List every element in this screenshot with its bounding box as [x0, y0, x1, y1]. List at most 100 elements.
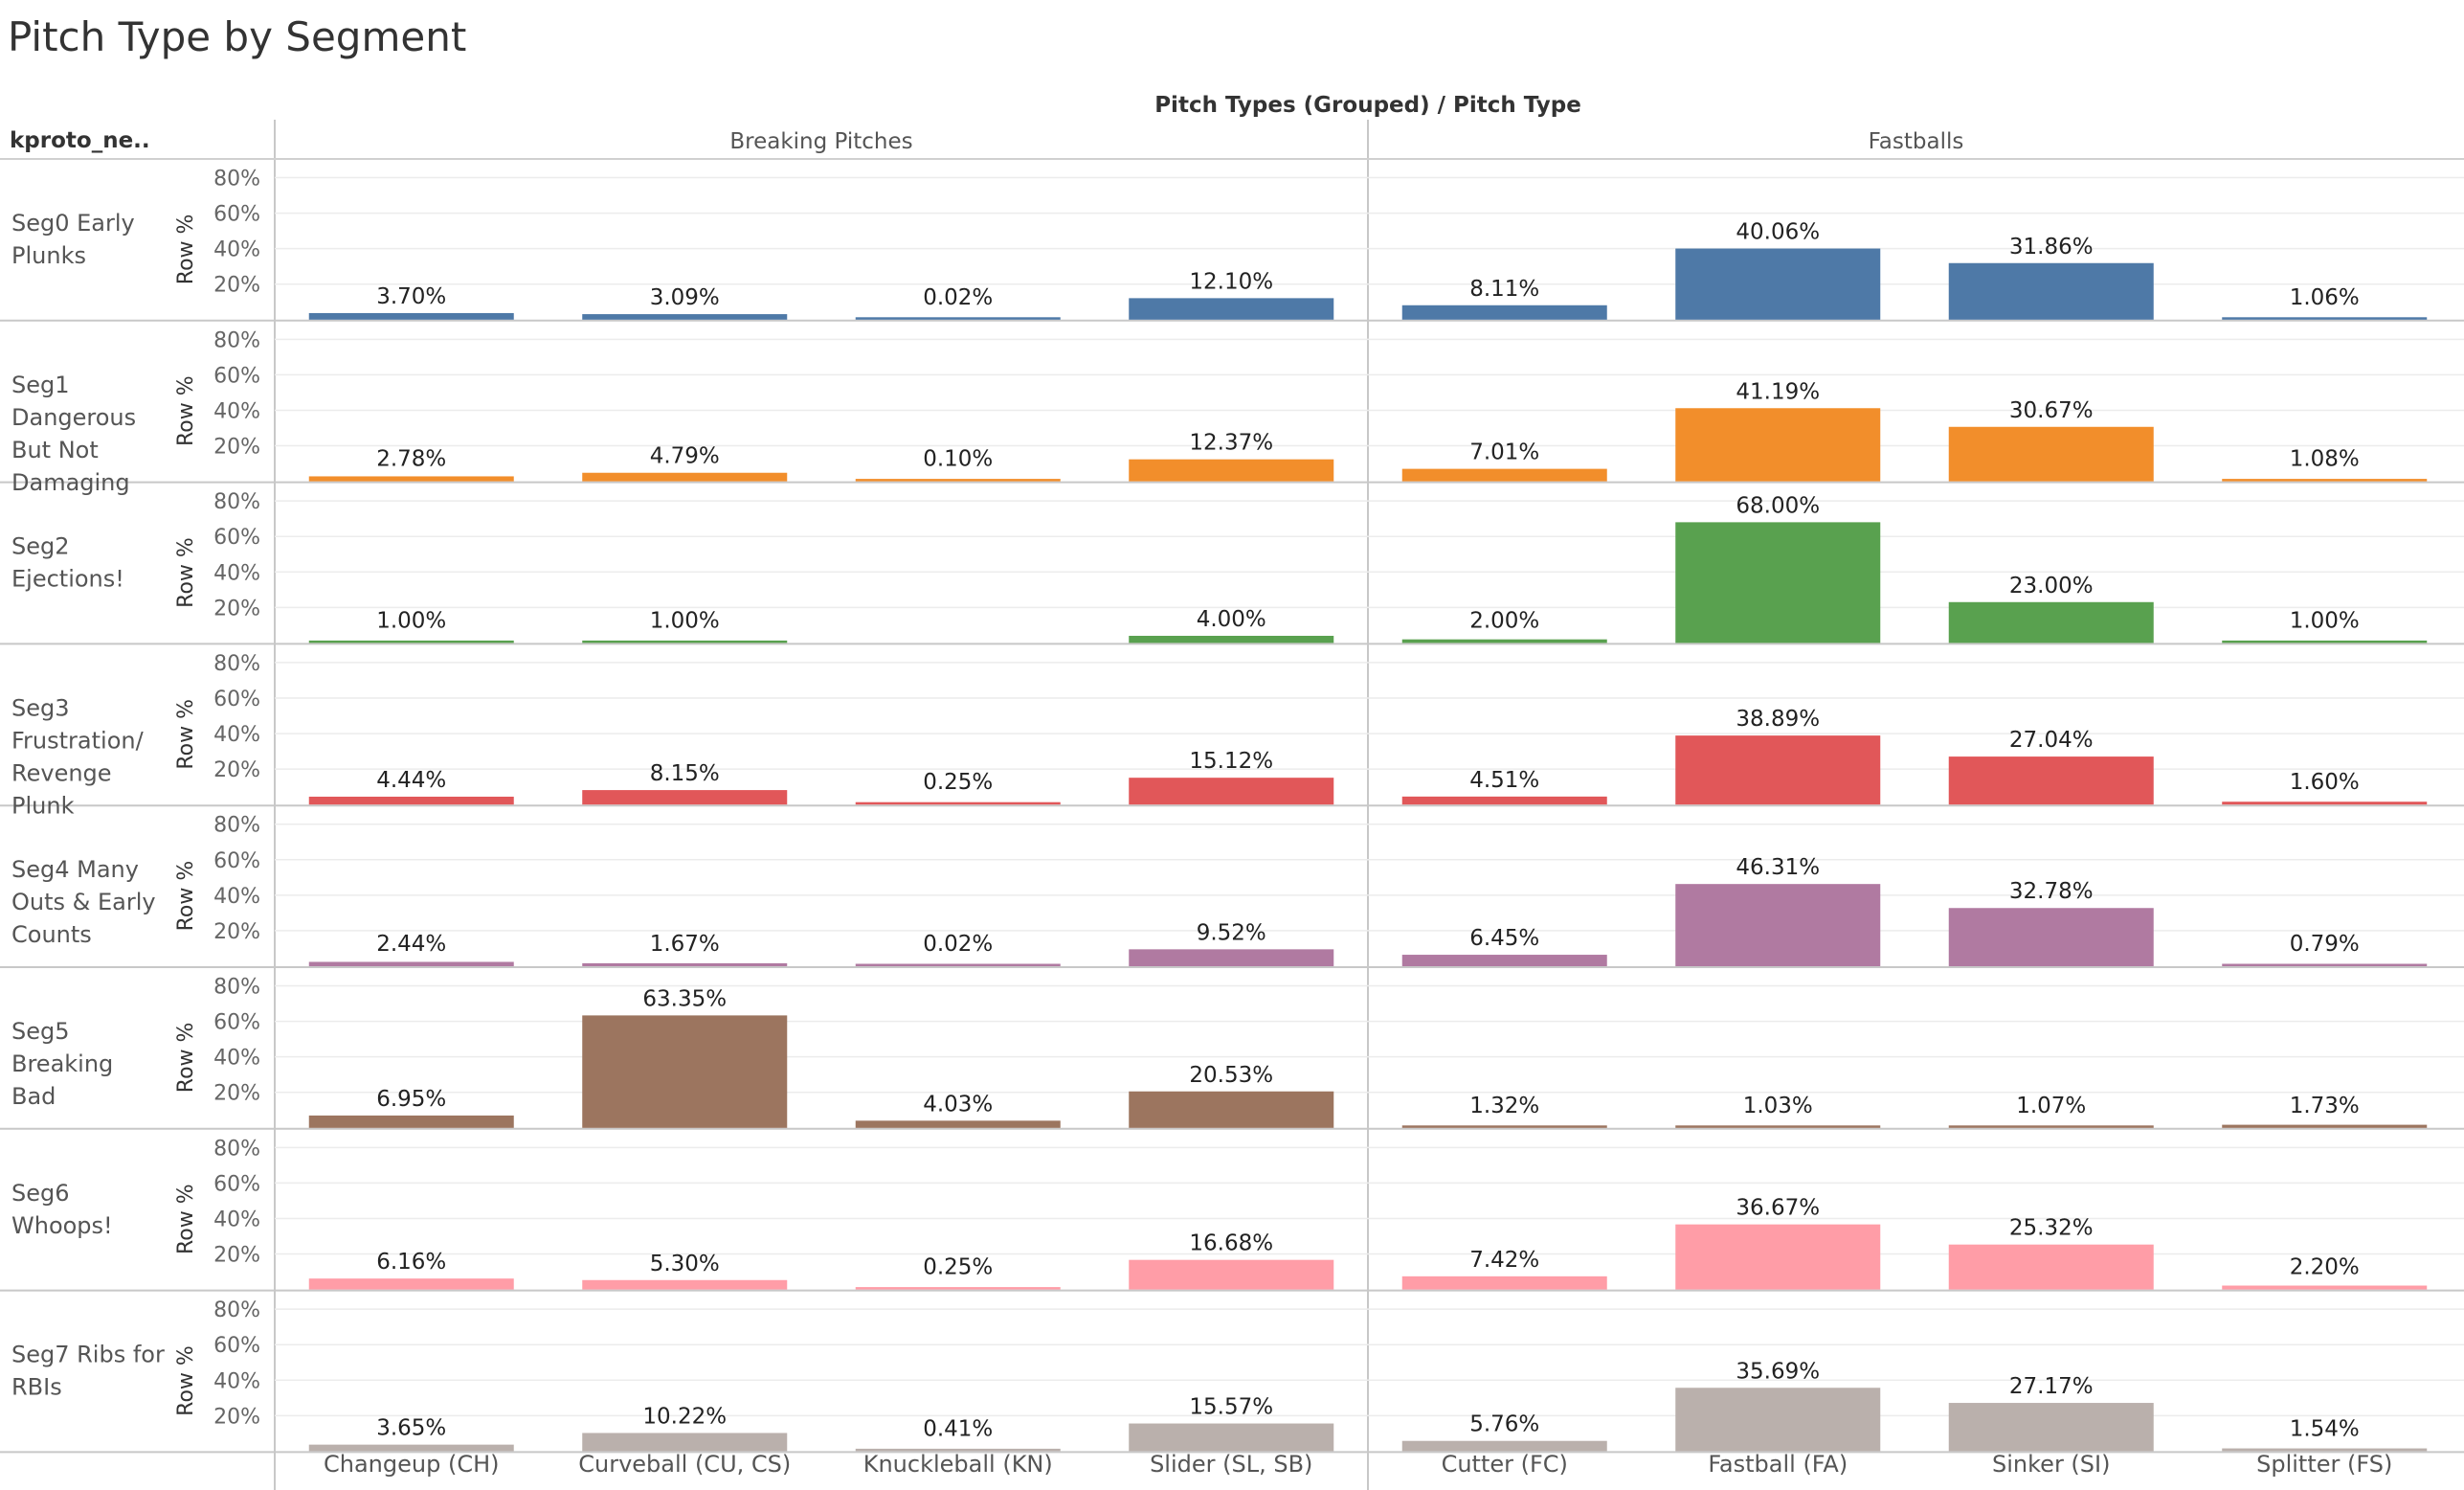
- y-tick-label: 60%: [213, 526, 260, 550]
- data-label: 20.53%: [1189, 1063, 1273, 1088]
- data-label: 4.44%: [376, 768, 446, 793]
- segment-label: But Not: [11, 437, 99, 463]
- x-tick-label: Cutter (FC): [1442, 1451, 1568, 1478]
- data-label: 0.25%: [923, 1255, 993, 1280]
- data-label: 32.78%: [2009, 879, 2094, 904]
- data-label: 6.16%: [376, 1250, 446, 1275]
- segment-label: Seg7 Ribs for: [11, 1342, 165, 1368]
- bar-segment1-col0: [308, 476, 514, 482]
- bar-segment7-col6: [1948, 1403, 2154, 1452]
- y-axis-title: Row %: [174, 375, 198, 446]
- data-label: 0.41%: [923, 1416, 993, 1441]
- bar-segment1-col7: [2222, 479, 2428, 482]
- bar-segment3-col4: [1401, 796, 1607, 805]
- bar-segment1-col2: [855, 479, 1061, 482]
- y-axis-title: Row %: [174, 1184, 198, 1254]
- bar-segment5-col1: [582, 1015, 788, 1128]
- bar-segment4-col1: [582, 962, 788, 966]
- group-header: Fastballs: [1869, 129, 1964, 154]
- y-tick-label: 80%: [213, 328, 260, 352]
- y-tick-label: 40%: [213, 885, 260, 909]
- data-label: 63.35%: [642, 986, 727, 1011]
- bar-segment5-col6: [1948, 1125, 2154, 1128]
- bar-segment2-col5: [1675, 522, 1881, 643]
- data-label: 0.79%: [2290, 932, 2360, 957]
- bar-segment0-col3: [1129, 298, 1334, 320]
- data-label: 40.06%: [1736, 220, 1820, 245]
- bar-segment5-col3: [1129, 1091, 1334, 1128]
- y-tick-label: 40%: [213, 1208, 260, 1231]
- data-label: 16.68%: [1189, 1231, 1273, 1256]
- y-tick-label: 80%: [213, 814, 260, 838]
- data-label: 6.45%: [1469, 926, 1539, 951]
- x-tick-label: Splitter (FS): [2256, 1451, 2392, 1478]
- y-axis-title: Row %: [174, 1345, 198, 1416]
- data-label: 4.51%: [1469, 768, 1539, 793]
- segment-label: Plunk: [11, 792, 75, 819]
- segment-label: Seg3: [11, 694, 70, 721]
- data-label: 46.31%: [1736, 855, 1820, 880]
- segment-label: Plunks: [11, 242, 86, 269]
- data-label: 15.57%: [1189, 1395, 1273, 1420]
- data-label: 4.03%: [923, 1092, 993, 1117]
- data-label: 1.60%: [2290, 770, 2360, 795]
- data-label: 7.42%: [1469, 1248, 1539, 1273]
- segment-label: Outs & Early: [11, 889, 156, 915]
- y-tick-label: 40%: [213, 723, 260, 747]
- data-label: 68.00%: [1736, 493, 1820, 518]
- x-tick-label: Curveball (CU, CS): [578, 1451, 791, 1478]
- y-tick-label: 20%: [213, 920, 260, 944]
- segment-label: Counts: [11, 921, 92, 948]
- data-label: 1.08%: [2290, 447, 2360, 472]
- segment-label: Revenge: [11, 759, 112, 786]
- bar-segment4-col3: [1129, 949, 1334, 966]
- data-label: 8.15%: [650, 761, 720, 786]
- data-label: 23.00%: [2009, 574, 2094, 598]
- segment-label: Breaking: [11, 1050, 113, 1077]
- column-field-label: Pitch Types (Grouped) / Pitch Type: [1154, 93, 1581, 118]
- y-tick-label: 80%: [213, 1137, 260, 1161]
- bar-segment5-col5: [1675, 1125, 1881, 1128]
- segment-label: Whoops!: [11, 1212, 113, 1239]
- bar-segment6-col4: [1401, 1276, 1607, 1290]
- data-label: 2.44%: [376, 932, 446, 957]
- bar-segment6-col3: [1129, 1259, 1334, 1290]
- bar-segment1-col4: [1401, 468, 1607, 482]
- bar-segment3-col1: [582, 790, 788, 805]
- y-tick-label: 80%: [213, 168, 260, 192]
- row-field-label: kproto_ne..: [10, 128, 150, 153]
- bar-segment0-col2: [855, 317, 1061, 320]
- bar-segment7-col1: [582, 1433, 788, 1452]
- bar-segment4-col7: [2222, 963, 2428, 966]
- bar-segment7-col0: [308, 1444, 514, 1452]
- data-label: 1.07%: [2016, 1094, 2086, 1118]
- data-label: 0.02%: [923, 932, 993, 957]
- data-label: 35.69%: [1736, 1359, 1820, 1384]
- y-tick-label: 80%: [213, 976, 260, 1000]
- x-tick-label: Knuckleball (KN): [863, 1451, 1053, 1478]
- segment-label: Dangerous: [11, 404, 136, 431]
- segment-label: Seg2: [11, 533, 70, 560]
- bar-segment3-col3: [1129, 778, 1334, 805]
- y-tick-label: 20%: [213, 597, 260, 621]
- y-tick-label: 40%: [213, 399, 260, 423]
- y-tick-label: 60%: [213, 1172, 260, 1196]
- bar-segment6-col6: [1948, 1244, 2154, 1290]
- x-tick-label: Slider (SL, SB): [1150, 1451, 1312, 1478]
- bar-segment2-col0: [308, 640, 514, 643]
- y-tick-label: 20%: [213, 758, 260, 782]
- bar-segment2-col4: [1401, 639, 1607, 643]
- bar-segment4-col6: [1948, 908, 2154, 966]
- bar-segment2-col1: [582, 640, 788, 643]
- data-label: 10.22%: [642, 1404, 727, 1429]
- data-label: 27.17%: [2009, 1374, 2094, 1399]
- y-tick-label: 60%: [213, 1011, 260, 1035]
- segment-label: Ejections!: [11, 566, 124, 593]
- data-label: 3.65%: [376, 1416, 446, 1441]
- bar-segment3-col5: [1675, 735, 1881, 805]
- segment-label: RBIs: [11, 1374, 62, 1401]
- data-label: 4.79%: [650, 444, 720, 469]
- data-label: 1.73%: [2290, 1094, 2360, 1118]
- segment-label: Seg6: [11, 1180, 70, 1207]
